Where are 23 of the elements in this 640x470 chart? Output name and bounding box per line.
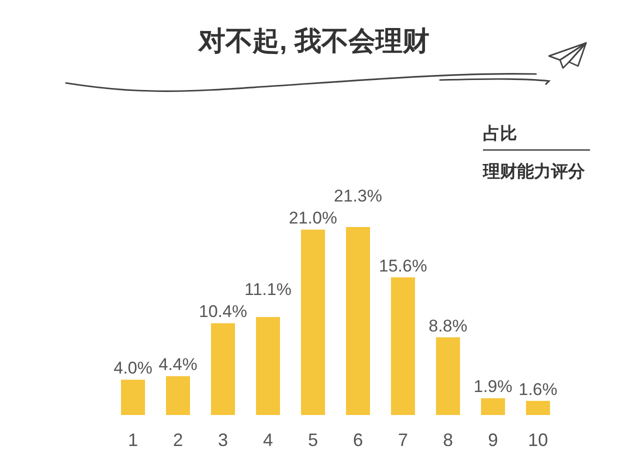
title: 对不起, 我不会理财 [198, 26, 430, 56]
ylabel: 占比 [483, 124, 517, 143]
x-tick-label: 3 [218, 430, 228, 450]
x-tick-label: 9 [488, 430, 498, 450]
data-label: 10.4% [198, 302, 248, 322]
data-label: 15.6% [378, 256, 428, 276]
x-tick-label: 5 [308, 430, 318, 450]
x-tick-label: 6 [353, 430, 363, 450]
x-tick-label: 8 [443, 430, 453, 450]
data-label: 4.4% [158, 355, 198, 374]
data-label: 1.6% [518, 380, 558, 399]
data-label: 21.3% [334, 186, 382, 206]
x-tick-label: 1 [128, 430, 138, 450]
x-tick-label: 7 [398, 430, 408, 450]
x-tick-label: 2 [173, 430, 183, 450]
data-label: 11.1% [244, 280, 292, 300]
x-tick-label: 4 [263, 430, 273, 450]
xlabel: 理财能力评分 [483, 162, 585, 181]
data-label: 8.8% [428, 316, 468, 336]
data-label: 21.0% [288, 208, 338, 228]
data-label: 4.0% [114, 358, 152, 378]
data-label: 1.9% [474, 377, 512, 396]
x-tick-label: 10 [528, 430, 548, 450]
